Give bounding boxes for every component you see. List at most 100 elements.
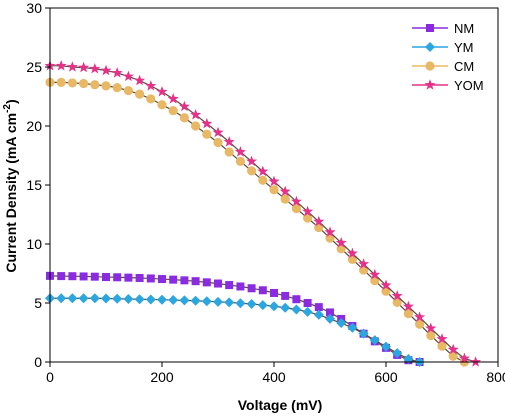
- data-point-cm: [258, 175, 268, 185]
- data-point-cm: [157, 100, 167, 110]
- data-point-yom: [246, 155, 258, 167]
- data-point-yom: [268, 175, 280, 187]
- data-point-yom: [89, 62, 101, 74]
- data-point-cm: [213, 137, 223, 148]
- data-point-cm: [191, 121, 201, 131]
- legend: NM YM CM YOM: [412, 21, 484, 93]
- data-point-ym: [101, 293, 111, 304]
- data-point-nm: [90, 272, 99, 281]
- data-point-ym: [302, 306, 313, 317]
- data-point-ym: [224, 297, 235, 308]
- data-point-ym: [392, 348, 403, 359]
- legend-label: YOM: [454, 78, 484, 93]
- data-point-ym: [257, 300, 268, 311]
- x-tick-label: 200: [150, 369, 174, 385]
- data-point-yom: [55, 60, 67, 71]
- data-point-cm: [291, 204, 301, 214]
- legend-label: CM: [454, 59, 474, 74]
- data-point-ym: [112, 293, 123, 304]
- data-point-yom: [167, 93, 179, 104]
- data-point-nm: [158, 275, 166, 284]
- data-point-yom: [436, 333, 448, 344]
- data-point-nm: [258, 286, 267, 295]
- data-point-cm: [56, 77, 66, 87]
- data-point-cm: [415, 319, 425, 329]
- data-point-ym: [213, 296, 223, 307]
- y-tick-label: 25: [26, 59, 42, 75]
- y-tick-label: 0: [34, 354, 42, 370]
- x-tick-label: 600: [374, 369, 398, 385]
- data-point-yom: [313, 215, 325, 227]
- data-point-ym: [145, 294, 156, 305]
- data-point-nm: [124, 273, 133, 282]
- data-point-cm: [448, 351, 458, 361]
- data-point-ym: [78, 293, 89, 304]
- data-point-nm: [169, 275, 178, 284]
- data-point-yom: [425, 322, 437, 334]
- data-point-yom: [302, 205, 314, 217]
- data-point-cm: [224, 147, 234, 157]
- data-point-cm: [67, 78, 77, 88]
- legend-label: NM: [454, 21, 474, 36]
- data-point-cm: [303, 213, 313, 223]
- data-point-yom: [111, 67, 123, 78]
- data-point-cm: [179, 113, 189, 123]
- data-point-ym: [369, 335, 380, 346]
- data-point-yom: [223, 136, 235, 147]
- data-point-nm: [281, 291, 290, 300]
- data-point-cm: [135, 89, 145, 99]
- data-point-yom: [458, 352, 470, 364]
- data-point-cm: [123, 86, 133, 96]
- data-point-cm: [280, 194, 290, 204]
- data-point-ym: [157, 294, 167, 305]
- x-tick-label: 0: [46, 369, 54, 385]
- data-point-yom: [122, 70, 134, 82]
- data-point-cm: [202, 129, 212, 139]
- legend-marker: [426, 24, 434, 32]
- data-point-cm: [403, 309, 413, 319]
- data-point-yom: [279, 185, 291, 197]
- legend-entry-yom: YOM: [412, 78, 484, 93]
- data-point-nm: [135, 273, 144, 282]
- data-point-yom: [402, 300, 414, 312]
- y-axis-title: Current Density (mA cm-2): [2, 99, 19, 272]
- data-point-nm: [180, 276, 189, 285]
- legend-entry-ym: YM: [412, 40, 474, 55]
- data-point-yom: [257, 165, 269, 177]
- data-point-yom: [156, 85, 168, 97]
- data-point-yom: [335, 237, 347, 248]
- data-point-yom: [66, 61, 78, 72]
- data-point-cm: [79, 78, 89, 89]
- series-line-nm: [49, 275, 420, 363]
- data-point-cm: [437, 341, 447, 351]
- data-point-yom: [470, 356, 482, 367]
- data-point-ym: [179, 295, 190, 306]
- data-point-ym: [67, 293, 78, 304]
- y-tick-label: 30: [26, 0, 42, 16]
- data-point-ym: [190, 295, 201, 306]
- plot-area: [44, 60, 482, 367]
- data-point-cm: [90, 80, 100, 90]
- data-point-yom: [358, 258, 370, 269]
- data-point-cm: [112, 83, 122, 93]
- data-point-yom: [234, 146, 246, 157]
- data-point-cm: [269, 185, 279, 195]
- data-point-yom: [201, 117, 213, 129]
- data-point-yom: [380, 279, 392, 290]
- data-point-nm: [326, 308, 334, 317]
- data-point-ym: [313, 309, 324, 320]
- legend-marker: [425, 61, 435, 71]
- data-point-ym: [347, 322, 358, 333]
- data-point-yom: [447, 343, 459, 355]
- y-tick-label: 20: [26, 118, 42, 134]
- data-point-nm: [79, 272, 88, 281]
- series-ym: [45, 293, 425, 367]
- data-point-ym: [168, 295, 179, 306]
- series-cm: [45, 77, 469, 367]
- legend-marker: [425, 42, 435, 52]
- data-point-nm: [292, 295, 301, 304]
- data-point-yom: [346, 247, 358, 259]
- data-point-ym: [201, 296, 212, 307]
- data-point-nm: [146, 274, 155, 283]
- y-tick-label: 10: [26, 236, 42, 252]
